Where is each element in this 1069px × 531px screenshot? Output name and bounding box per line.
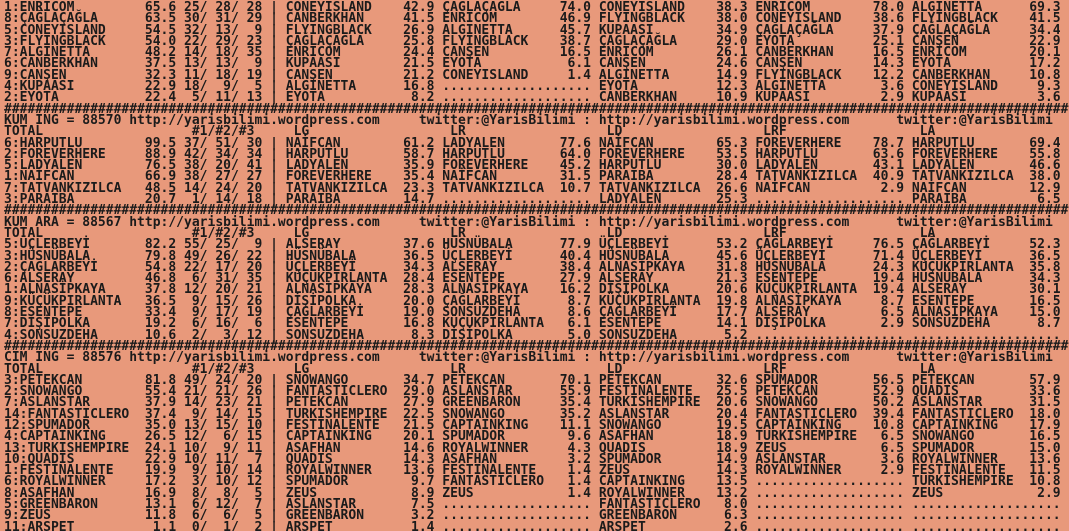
stats-row: 7:TATVANKIZILCA 48.5 14/ 24/ 20 | TATVAN… bbox=[4, 180, 1061, 196]
stats-row: 14:FANTASTICLERO 37.4 9/ 14/ 15 | TURKIS… bbox=[4, 406, 1061, 422]
stats-row: 5:ÜÇLERBEYİ 82.2 55/ 25/ 9 | ALSERAY 37.… bbox=[4, 237, 1061, 253]
stats-row: 5:CONEYISLAND 54.5 32/ 13/ 9 | FLYINGBLA… bbox=[4, 22, 1061, 38]
stats-row: 3:PARAIBA 20.7 1/ 14/ 18 | PARAIBA 14.7 … bbox=[4, 192, 1061, 208]
stats-row: 10:QUADIS 22.9 10/ 11/ 7 | QUADIS 14.3 A… bbox=[4, 451, 1061, 467]
stats-row: 12:SPUMADOR 35.0 13/ 15/ 10 | FESTINALEN… bbox=[4, 417, 1061, 433]
stats-row: 3:HÜSNÜBALA 79.8 49/ 26/ 22 | HÜSNÜBALA … bbox=[4, 248, 1061, 264]
stats-row: 6:CANBERKHAN 37.5 13/ 13/ 9 | KUPAASI 21… bbox=[4, 56, 1061, 72]
column-header-row: TOTAL #1/#2/#3 LG LR LD LRF LA bbox=[4, 361, 936, 377]
column-header-row: TOTAL #1/#2/#3 LG LR LD LRF LA bbox=[4, 225, 936, 241]
stats-row: 1:ALNASİPKAYA 37.8 12/ 20/ 21 | ALNASİPK… bbox=[4, 282, 1061, 298]
stats-row: 9:KÜÇÜKPIRLANTA 36.5 9/ 15/ 26 | DİŞİPOL… bbox=[4, 293, 1061, 309]
stats-row: 13:TURKISHEMPIRE 24.1 10/ 9/ 11 | ASAFHA… bbox=[4, 440, 1061, 456]
separator-line: ########################################… bbox=[4, 203, 1069, 219]
stats-row: 8:ÇAĞLAÇAĞLA 63.5 30/ 31/ 29 | CANBERKHA… bbox=[4, 11, 1061, 27]
stats-row: 8:ESENTEPE 33.4 9/ 17/ 19 | ÇAĞLARBEYİ 1… bbox=[4, 305, 1061, 321]
section-header: KUM ING = 88570 http://yarisbilimi.wordp… bbox=[4, 112, 1053, 128]
stats-row: 1:FESTINALENTE 19.9 9/ 10/ 14 | ROYALWIN… bbox=[4, 463, 1061, 479]
stats-row: 6:ROYALWINNER 17.2 3/ 10/ 12 | SPUMADOR … bbox=[4, 474, 1061, 490]
stats-row: 4:CAPTAINKING 26.5 12/ 6/ 15 | CAPTAINKI… bbox=[4, 429, 1061, 445]
stats-row: 4:KUPAASI 22.9 18/ 9/ 5 | ALGINETTA 16.8… bbox=[4, 79, 1061, 95]
stats-row: 11:ARSPET 1.1 0/ 1/ 2 | ARSPET 1.4 .....… bbox=[4, 519, 1061, 531]
stats-row: 5:GREENBARON 13.1 6/ 12/ 7 | ASLANSTAR 7… bbox=[4, 497, 1061, 513]
stats-row: 3:FLYINGBLACK 54.0 22/ 29/ 23 | ÇAĞLAÇAĞ… bbox=[4, 33, 1061, 49]
stats-row: 7:DİŞİPOLKA 19.2 6/ 16/ 6 | ESENTEPE 16.… bbox=[4, 316, 1061, 332]
stats-row: 5:LADYALEN 76.5 38/ 20/ 41 | LADYALEN 35… bbox=[4, 158, 1061, 174]
stats-row: 2:SNOWANGO 55.4 21/ 21/ 26 | FANTASTICLE… bbox=[4, 384, 1061, 400]
stats-row: 9:ZEUS 11.8 6/ 6/ 5 | GREENBARON 3.2 ...… bbox=[4, 508, 1061, 524]
race-stats-output: 1:ENRICOM 65.6 25/ 28/ 28 | CONEYISLAND … bbox=[4, 0, 1069, 531]
stats-row: 7:ALGINETTA 48.2 14/ 18/ 35 | ENRICOM 24… bbox=[4, 45, 1061, 61]
stats-row: 2:FOREVERHERE 88.9 42/ 34/ 34 | HARPUTLU… bbox=[4, 146, 1061, 162]
stats-row: 7:ASLANSTAR 37.9 14/ 23/ 21 | PETEKCAN 2… bbox=[4, 395, 1061, 411]
separator-line: ########################################… bbox=[4, 338, 1069, 354]
stats-row: 3:PETEKCAN 81.8 49/ 24/ 20 | SNOWANGO 34… bbox=[4, 372, 1061, 388]
column-header-row: TOTAL #1/#2/#3 LG LR LD LRF LA bbox=[4, 124, 936, 140]
stats-row: 8:ASAFHAN 16.9 8/ 8/ 5 | ZEUS 8.9 ZEUS 1… bbox=[4, 485, 1061, 501]
stats-row: 9:CANŞEN 32.3 11/ 18/ 19 | CANŞEN 21.2 C… bbox=[4, 67, 1061, 83]
stats-row: 1:ENRICOM 65.6 25/ 28/ 28 | CONEYISLAND … bbox=[4, 0, 1061, 15]
section-header: CIM ING = 88576 http://yarisbilimi.wordp… bbox=[4, 350, 1053, 366]
stats-row: 1:NAİFCAN 66.9 38/ 27/ 27 | FOREVERHERE … bbox=[4, 169, 1061, 185]
stats-row: 2:ÇAĞLARBEYİ 54.8 22/ 17/ 20 | ÜÇLERBEYİ… bbox=[4, 259, 1061, 275]
separator-line: ########################################… bbox=[4, 101, 1069, 117]
stats-row: 6:ALSERAY 46.8 6/ 31/ 35 | KÜÇÜKPIRLANTA… bbox=[4, 271, 1061, 287]
stats-row: 4:SONSUZDEHA 10.6 2/ 3/ 12 | SONSUZDEHA … bbox=[4, 327, 1061, 343]
section-header: KUM ARA = 88567 http://yarisbilimi.wordp… bbox=[4, 214, 1053, 230]
stats-row: 2:EYOTA 22.4 5/ 11/ 13 | EYOTA 8.2 .....… bbox=[4, 90, 1061, 106]
stats-row: 6:HARPUTLU 99.5 37/ 51/ 30 | NAİFCAN 61.… bbox=[4, 135, 1061, 151]
